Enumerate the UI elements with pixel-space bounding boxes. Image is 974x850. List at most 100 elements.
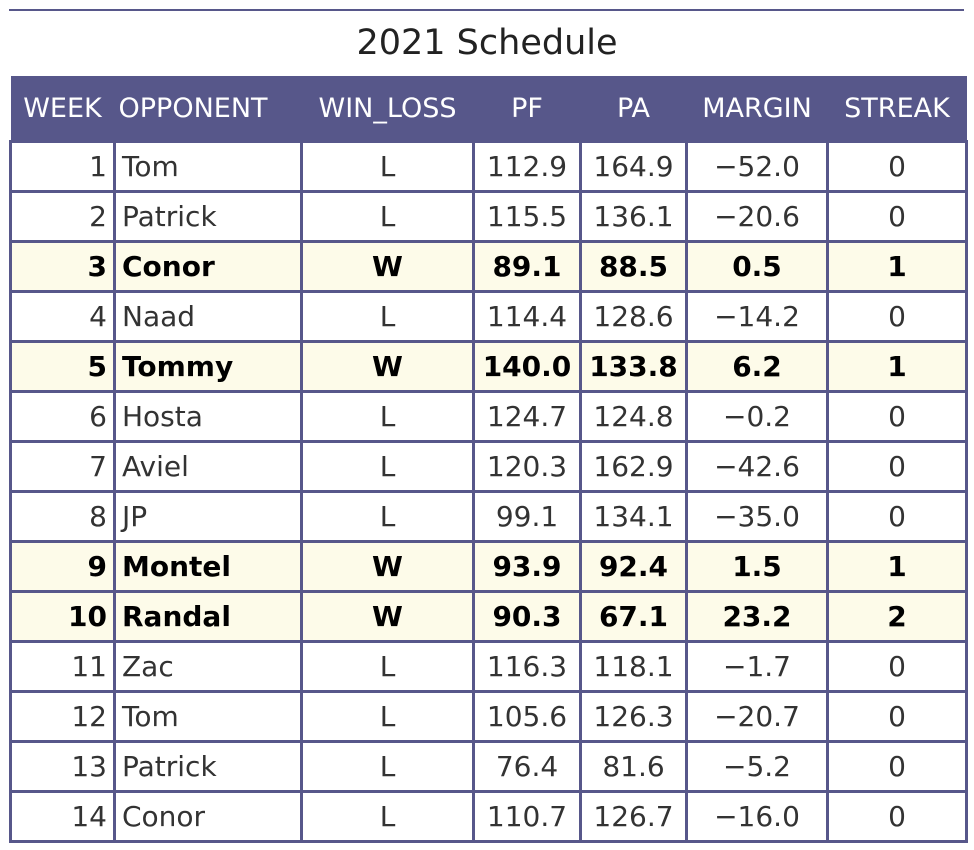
pa-cell: 136.1 xyxy=(579,190,688,243)
table-row: 6 Hosta L 124.7 124.8 −0.2 0 xyxy=(9,390,968,443)
streak-cell: 0 xyxy=(826,140,968,193)
week-cell: 14 xyxy=(9,790,116,843)
pf-cell: 124.7 xyxy=(472,390,582,443)
margin-cell: 1.5 xyxy=(685,540,829,593)
table-title: 2021 Schedule xyxy=(356,23,618,63)
top-rule xyxy=(9,9,964,11)
opponent-cell: Montel xyxy=(113,540,303,593)
week-cell: 5 xyxy=(9,340,116,393)
pf-cell: 76.4 xyxy=(472,740,582,793)
pf-cell: 89.1 xyxy=(472,240,582,293)
margin-cell: −20.7 xyxy=(685,690,829,743)
margin-cell: 0.5 xyxy=(685,240,829,293)
win-loss-cell: L xyxy=(300,790,475,843)
pf-cell: 99.1 xyxy=(472,490,582,543)
pa-cell: 126.7 xyxy=(579,790,688,843)
pa-cell: 124.8 xyxy=(579,390,688,443)
margin-cell: −52.0 xyxy=(685,140,829,193)
header-pf: PF xyxy=(473,76,581,142)
pf-cell: 116.3 xyxy=(472,640,582,693)
margin-cell: −20.6 xyxy=(685,190,829,243)
pf-cell: 105.6 xyxy=(472,690,582,743)
win-loss-cell: L xyxy=(300,440,475,493)
margin-cell: 6.2 xyxy=(685,340,829,393)
pa-cell: 81.6 xyxy=(579,740,688,793)
pa-cell: 88.5 xyxy=(579,240,688,293)
week-cell: 10 xyxy=(9,590,116,643)
pf-cell: 112.9 xyxy=(472,140,582,193)
table-row: 4 Naad L 114.4 128.6 −14.2 0 xyxy=(9,290,968,343)
opponent-cell: Tom xyxy=(113,690,303,743)
table-row: 3 Conor W 89.1 88.5 0.5 1 xyxy=(9,240,968,293)
win-loss-cell: L xyxy=(300,640,475,693)
pa-cell: 128.6 xyxy=(579,290,688,343)
streak-cell: 1 xyxy=(826,240,968,293)
pa-cell: 134.1 xyxy=(579,490,688,543)
header-opponent: OPPONENT xyxy=(114,76,302,142)
margin-cell: −14.2 xyxy=(685,290,829,343)
opponent-cell: Patrick xyxy=(113,740,303,793)
table-row: 12 Tom L 105.6 126.3 −20.7 0 xyxy=(9,690,968,743)
win-loss-cell: L xyxy=(300,740,475,793)
table-header: WEEK OPPONENT WIN_LOSS PF PA MARGIN STRE… xyxy=(10,76,967,142)
week-cell: 6 xyxy=(9,390,116,443)
win-loss-cell: W xyxy=(300,590,475,643)
streak-cell: 0 xyxy=(826,390,968,443)
streak-cell: 0 xyxy=(826,690,968,743)
header-pa: PA xyxy=(580,76,687,142)
margin-cell: −16.0 xyxy=(685,790,829,843)
table-row: 11 Zac L 116.3 118.1 −1.7 0 xyxy=(9,640,968,693)
pa-cell: 126.3 xyxy=(579,690,688,743)
opponent-cell: Conor xyxy=(113,790,303,843)
week-cell: 8 xyxy=(9,490,116,543)
pa-cell: 162.9 xyxy=(579,440,688,493)
pf-cell: 114.4 xyxy=(472,290,582,343)
week-cell: 1 xyxy=(9,140,116,193)
margin-cell: 23.2 xyxy=(685,590,829,643)
streak-cell: 0 xyxy=(826,790,968,843)
table-body: 1 Tom L 112.9 164.9 −52.0 0 2 Patrick L 115.5 136.1… xyxy=(9,140,968,843)
header-week: WEEK xyxy=(10,76,115,142)
header-streak: STREAK xyxy=(827,76,967,142)
streak-cell: 0 xyxy=(826,740,968,793)
header-row: WEEK OPPONENT WIN_LOSS PF PA MARGIN STRE… xyxy=(10,76,967,142)
week-cell: 3 xyxy=(9,240,116,293)
margin-cell: −5.2 xyxy=(685,740,829,793)
week-cell: 2 xyxy=(9,190,116,243)
win-loss-cell: W xyxy=(300,540,475,593)
week-cell: 11 xyxy=(9,640,116,693)
week-cell: 13 xyxy=(9,740,116,793)
margin-cell: −1.7 xyxy=(685,640,829,693)
opponent-cell: Patrick xyxy=(113,190,303,243)
pa-cell: 164.9 xyxy=(579,140,688,193)
opponent-cell: Hosta xyxy=(113,390,303,443)
week-cell: 12 xyxy=(9,690,116,743)
opponent-cell: Tom xyxy=(113,140,303,193)
opponent-cell: Zac xyxy=(113,640,303,693)
schedule-table: WEEK OPPONENT WIN_LOSS PF PA MARGIN STRE… xyxy=(9,76,968,843)
opponent-cell: Randal xyxy=(113,590,303,643)
streak-cell: 0 xyxy=(826,290,968,343)
table-row: 8 JP L 99.1 134.1 −35.0 0 xyxy=(9,490,968,543)
pa-cell: 133.8 xyxy=(579,340,688,393)
streak-cell: 2 xyxy=(826,590,968,643)
win-loss-cell: L xyxy=(300,140,475,193)
pf-cell: 120.3 xyxy=(472,440,582,493)
header-margin: MARGIN xyxy=(686,76,828,142)
table-row: 1 Tom L 112.9 164.9 −52.0 0 xyxy=(9,140,968,193)
streak-cell: 0 xyxy=(826,490,968,543)
win-loss-cell: L xyxy=(300,190,475,243)
table-row: 7 Aviel L 120.3 162.9 −42.6 0 xyxy=(9,440,968,493)
pa-cell: 118.1 xyxy=(579,640,688,693)
week-cell: 7 xyxy=(9,440,116,493)
pa-cell: 92.4 xyxy=(579,540,688,593)
opponent-cell: Aviel xyxy=(113,440,303,493)
win-loss-cell: L xyxy=(300,490,475,543)
opponent-cell: Tommy xyxy=(113,340,303,393)
opponent-cell: Naad xyxy=(113,290,303,343)
opponent-cell: Conor xyxy=(113,240,303,293)
win-loss-cell: L xyxy=(300,390,475,443)
win-loss-cell: L xyxy=(300,290,475,343)
table-row: 2 Patrick L 115.5 136.1 −20.6 0 xyxy=(9,190,968,243)
